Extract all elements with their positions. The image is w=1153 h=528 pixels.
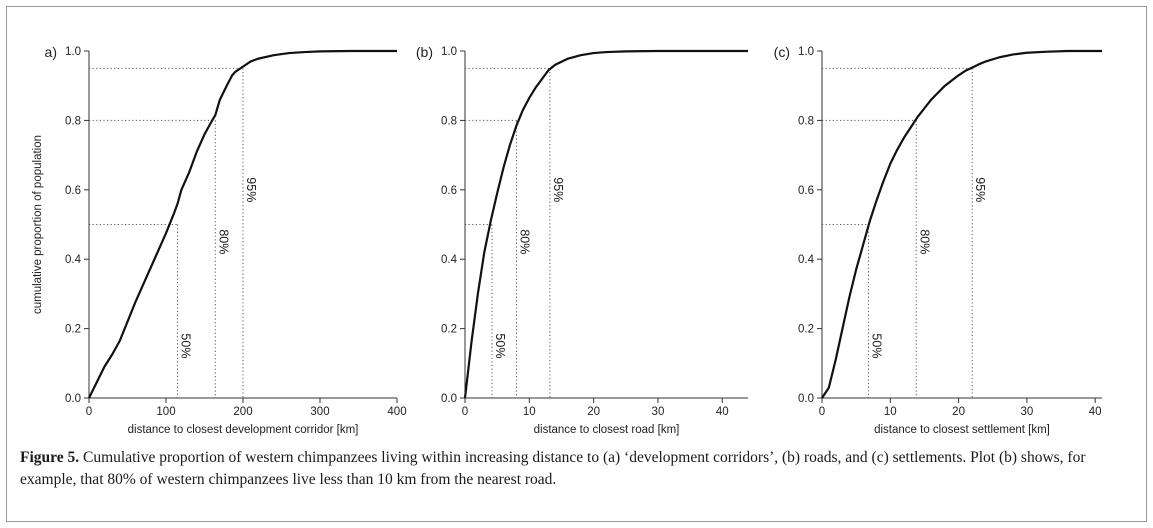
y-tick-label: 0.4 [65, 254, 82, 266]
y-tick-label: 0.4 [441, 254, 458, 266]
y-tick-label: 0.8 [65, 115, 81, 127]
caption-lead: Figure 5. [20, 449, 80, 466]
x-tick-label: 0 [462, 406, 468, 418]
y-tick-label: 1.0 [65, 46, 81, 58]
x-tick-label: 40 [716, 406, 729, 418]
panel-label: (b) [416, 44, 433, 60]
figure-charts: 0.00.20.40.60.81.00 100 200 300 400a)distanc… [32, 44, 1102, 436]
y-tick-label: 0.0 [441, 393, 457, 405]
figure-frame [6, 6, 1147, 522]
y-tick-label: 0.8 [798, 115, 814, 127]
chart-panel-2: 0.0 0.2 0.4 0.6 0.8 1.0 0 10 20 30 40 (b) distance t… [416, 44, 748, 436]
x-axis-label: distance to closest settlement [km] [874, 424, 1050, 436]
y-tick-label: 0.6 [441, 185, 457, 197]
panel-label: a) [45, 44, 57, 60]
reference-label: 95% [244, 177, 258, 202]
x-tick-label: 40 [1089, 406, 1102, 418]
y-tick-label: 0.2 [65, 324, 81, 336]
panel-label: (c) [774, 44, 790, 60]
chart-panel-3: 0.0 0.2 0.4 0.6 0.8 1.0 0 10 20 30 40 (c) distance t… [774, 44, 1102, 436]
y-tick-label: 1.0 [441, 46, 457, 58]
x-tick-label: 10 [523, 406, 536, 418]
x-tick-label: 20 [587, 406, 600, 418]
x-tick-label: 300 [310, 406, 329, 418]
reference-label: 95% [551, 177, 565, 202]
x-tick-label: 200 [233, 406, 252, 418]
reference-label: 80% [517, 229, 531, 254]
x-tick-label: 100 [156, 406, 175, 418]
figure-caption: Figure 5. Cumulative proportion of weste… [20, 447, 1130, 491]
y-tick-label: 0.6 [798, 185, 814, 197]
x-tick-label: 0 [86, 406, 92, 418]
y-tick-label: 0.8 [441, 115, 457, 127]
y-tick-label: 1.0 [798, 46, 814, 58]
x-tick-label: 400 [387, 406, 406, 418]
cumulative-curve [463, 49, 748, 399]
x-tick-label: 0 [819, 406, 825, 418]
x-axis-label: distance to closest development corridor… [128, 424, 359, 436]
x-tick-label: 20 [952, 406, 965, 418]
y-tick-label: 0.0 [65, 393, 81, 405]
y-tick-label: 0.2 [441, 324, 457, 336]
reference-label: 50% [869, 333, 883, 358]
cumulative-curve [821, 49, 1102, 399]
y-tick-label: 0.2 [798, 324, 814, 336]
cumulative-curve [88, 49, 397, 399]
caption-text: Cumulative proportion of western chimpan… [20, 449, 1086, 488]
chart-panel-1: 0.0 0.2 0.4 0.6 0.8 1.0 0 100 200 300 400 a) distanc… [32, 44, 407, 436]
y-tick-label: 0.0 [798, 393, 814, 405]
x-tick-label: 10 [884, 406, 897, 418]
reference-label: 80% [216, 229, 230, 254]
reference-label: 95% [973, 177, 987, 202]
reference-label: 50% [493, 333, 507, 358]
y-axis-label: cumulative proportion of population [32, 135, 44, 314]
y-tick-label: 0.4 [798, 254, 815, 266]
reference-label: 50% [179, 333, 193, 358]
reference-label: 80% [917, 229, 931, 254]
y-tick-label: 0.6 [65, 185, 81, 197]
x-tick-label: 30 [1020, 406, 1033, 418]
x-axis-label: distance to closest road [km] [534, 424, 680, 436]
x-tick-label: 30 [652, 406, 665, 418]
